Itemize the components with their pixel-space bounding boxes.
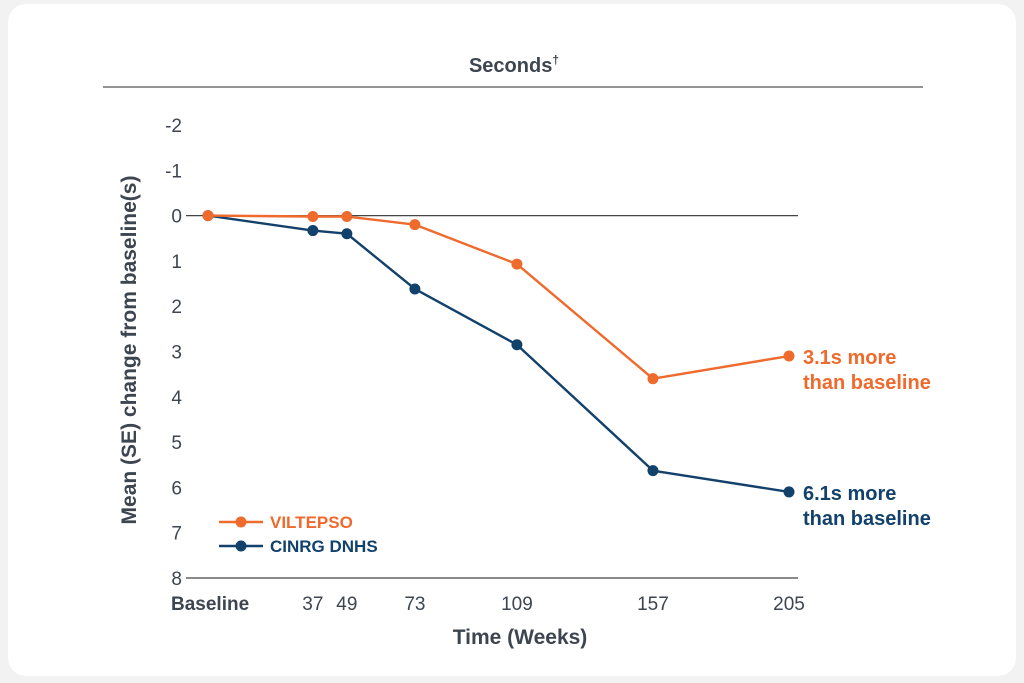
- data-point: [511, 339, 523, 351]
- y-tick-label: 1: [171, 252, 182, 273]
- data-point: [202, 210, 214, 222]
- y-tick-label: 2: [171, 297, 182, 318]
- data-point: [409, 283, 421, 295]
- series-layer: [202, 210, 795, 498]
- legend-swatch-dot: [235, 540, 247, 552]
- end-annotation: than baseline: [803, 508, 931, 530]
- x-tick-label: Baseline: [171, 594, 249, 615]
- data-point: [341, 228, 353, 240]
- series-cinrg-dnhs: [202, 210, 795, 498]
- legend: VILTEPSO CINRG DNHS: [219, 513, 378, 556]
- y-tick-label: 7: [171, 524, 182, 545]
- x-tick-label: 109: [501, 594, 533, 615]
- data-point: [409, 219, 421, 231]
- y-axis: -2 -1 0 1 2 3 4 5 6 7 8: [165, 116, 798, 590]
- x-axis: Baseline 37 49 73 109 157 205: [171, 594, 805, 615]
- y-tick-label: 0: [171, 207, 182, 228]
- y-tick-label: 4: [171, 388, 182, 409]
- data-point: [783, 350, 795, 362]
- chart-title-main: Seconds: [469, 55, 552, 77]
- end-annotations: 3.1s more than baseline 6.1s more than base…: [803, 347, 931, 530]
- x-axis-label: Time (Weeks): [453, 626, 588, 649]
- x-tick-label: 37: [302, 594, 323, 615]
- data-point: [647, 465, 659, 477]
- legend-label: VILTEPSO: [270, 513, 353, 532]
- legend-swatch-dot: [235, 516, 247, 528]
- y-tick-label: -1: [165, 161, 182, 182]
- chart-card: [8, 4, 1016, 676]
- x-tick-label: 157: [637, 594, 669, 615]
- x-tick-label: 73: [404, 594, 425, 615]
- legend-item: VILTEPSO: [219, 513, 353, 532]
- y-tick-label: 3: [171, 343, 182, 364]
- chart-title-dagger: †: [552, 53, 559, 67]
- series-viltepso: [202, 210, 795, 385]
- data-point: [511, 258, 523, 270]
- y-tick-label: 5: [171, 433, 182, 454]
- y-axis-label: Mean (SE) change from baseline(s): [118, 176, 141, 525]
- data-point: [341, 211, 353, 223]
- end-annotation: than baseline: [803, 372, 931, 394]
- x-tick-label: 49: [336, 594, 357, 615]
- end-annotation: 6.1s more: [803, 483, 896, 505]
- end-annotation: 3.1s more: [803, 347, 896, 369]
- data-point: [307, 211, 319, 223]
- y-tick-label: -2: [165, 116, 182, 137]
- y-tick-label: 6: [171, 478, 182, 499]
- legend-item: CINRG DNHS: [219, 537, 378, 556]
- y-tick-label: 8: [171, 569, 182, 590]
- chart-title: Seconds†: [469, 53, 559, 77]
- data-point: [647, 373, 659, 385]
- data-point: [307, 225, 319, 237]
- legend-label: CINRG DNHS: [270, 537, 378, 556]
- data-point: [783, 486, 795, 498]
- series-line: [207, 214, 790, 380]
- x-tick-label: 205: [773, 594, 805, 615]
